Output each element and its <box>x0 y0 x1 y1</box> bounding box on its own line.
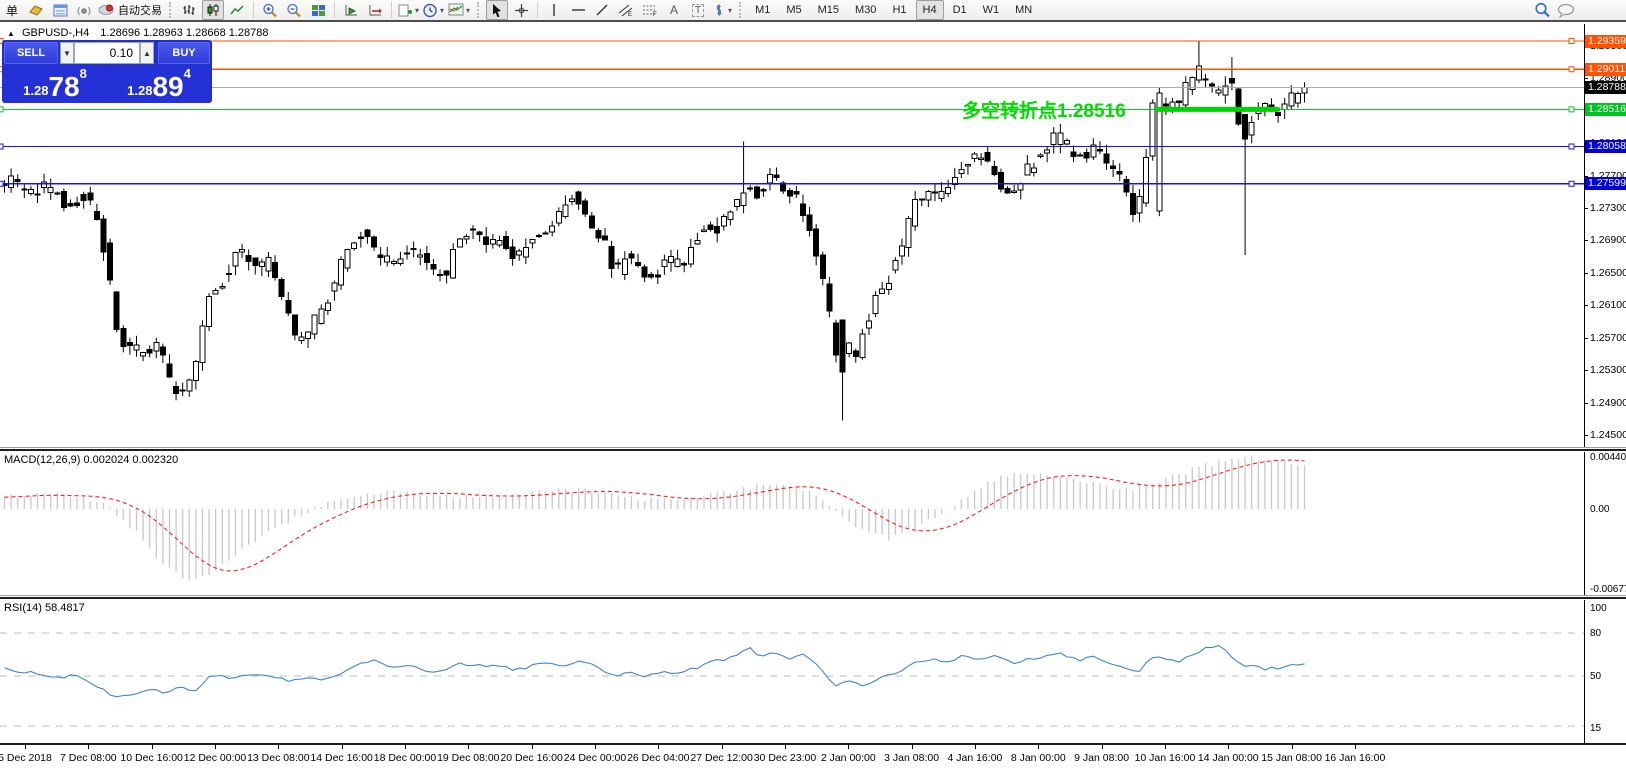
new-order-button[interactable]: 单 <box>5 3 18 18</box>
buy-button[interactable]: BUY <box>158 42 210 64</box>
pane-separator[interactable] <box>0 447 1626 452</box>
cursor-icon[interactable] <box>486 0 509 20</box>
chart-annotation[interactable]: 多空转折点1.28516 <box>962 101 1126 122</box>
text-icon[interactable]: A <box>670 3 679 17</box>
vertical-line-icon[interactable] <box>543 0 565 20</box>
rsi-pane <box>0 632 1584 727</box>
toolbar-grip[interactable] <box>477 2 481 18</box>
sell-price[interactable]: 1.28 78 8 <box>4 66 106 103</box>
timeframe-h1[interactable]: H1 <box>892 4 907 16</box>
chevron-down-icon: ▾ <box>440 5 445 15</box>
timeframe-toolbar: M1 M5 M15 M30 H1 H4 D1 W1 MN <box>747 0 1040 20</box>
chart-canvas[interactable] <box>0 24 1626 770</box>
horizontal-lines <box>0 38 1584 187</box>
volume-stepper: ▼ 0.10 ▲ <box>60 42 154 64</box>
periods-button[interactable]: ▾ <box>422 0 445 20</box>
timeframe-m5[interactable]: M5 <box>786 4 802 16</box>
buy-price[interactable]: 1.28 89 4 <box>108 66 210 103</box>
chevron-down-icon: ▾ <box>466 5 471 15</box>
pane-separator <box>0 743 1626 745</box>
ohlc-values: 1.28696 1.28963 1.28668 1.28788 <box>100 27 269 39</box>
one-click-trading-panel: SELL ▼ 0.10 ▲ BUY 1.28 78 8 1.28 89 4 <box>2 40 212 103</box>
autotrade-button[interactable]: 自动交易 <box>97 0 163 20</box>
toolbar: 单 自动交易 <box>0 0 1626 22</box>
svg-text:F: F <box>653 12 657 17</box>
toolbar-right <box>1530 0 1578 20</box>
candlesticks <box>1 41 1308 421</box>
collapse-panel-icon[interactable]: ▲ <box>7 29 15 38</box>
trendline-icon[interactable] <box>591 0 613 20</box>
rsi-indicator-label: RSI(14) 58.4817 <box>4 602 85 614</box>
search-icon[interactable] <box>1531 0 1553 20</box>
bar-chart-icon[interactable] <box>178 0 200 20</box>
chevron-down-icon: ▾ <box>728 5 733 15</box>
timeframe-m30[interactable]: M30 <box>855 4 877 16</box>
zoom-in-icon[interactable] <box>259 0 281 20</box>
pane-separator[interactable] <box>0 595 1626 600</box>
clock-icon <box>423 3 437 17</box>
symbol-period: GBPUSD-,H4 <box>21 27 90 39</box>
timeframe-mn[interactable]: MN <box>1015 4 1033 16</box>
timeframe-w1[interactable]: W1 <box>982 4 1000 16</box>
chevron-down-icon: ▾ <box>415 5 420 15</box>
toolbar-separator <box>391 2 392 18</box>
volume-decrease-button[interactable]: ▼ <box>60 42 74 64</box>
signal-icon[interactable] <box>73 0 95 20</box>
svg-text:E: E <box>628 12 632 17</box>
chat-icon[interactable] <box>1555 0 1577 20</box>
toolbar-grip[interactable] <box>739 2 743 18</box>
crosshair-icon[interactable] <box>510 0 532 20</box>
template-icon <box>448 3 464 16</box>
order-box-icon <box>29 5 43 16</box>
equidistant-channel-icon[interactable]: E <box>615 0 637 20</box>
new-chart-button[interactable]: ▾ <box>397 0 420 20</box>
toolbar-separator <box>537 2 539 18</box>
arrows-icon <box>716 4 723 16</box>
volume-input[interactable]: 0.10 <box>74 42 140 64</box>
autotrade-icon <box>98 4 114 15</box>
zoom-out-icon[interactable] <box>283 0 305 20</box>
tile-windows-icon[interactable] <box>307 0 329 20</box>
timeframe-m1[interactable]: M1 <box>755 4 771 16</box>
sell-button[interactable]: SELL <box>4 42 58 64</box>
chart-title: ▲ GBPUSD-,H4 1.28696 1.28963 1.28668 1.2… <box>7 27 269 39</box>
macd-pane <box>3 455 1306 581</box>
toolbar-separator <box>253 2 254 18</box>
candlestick-chart-icon[interactable] <box>202 0 224 20</box>
arrow-tools-button[interactable]: ▾ <box>711 0 733 20</box>
toolbar-grip[interactable] <box>169 2 173 18</box>
price-axis-border <box>1584 24 1585 745</box>
line-chart-icon[interactable] <box>226 0 248 20</box>
text-label-icon[interactable]: T <box>687 0 709 20</box>
templates-button[interactable]: ▾ <box>447 0 471 20</box>
horizontal-line-icon[interactable] <box>567 0 589 20</box>
autotrade-label: 自动交易 <box>118 5 162 17</box>
chart-region: ▲ GBPUSD-,H4 1.28696 1.28963 1.28668 1.2… <box>0 24 1626 770</box>
macd-indicator-label: MACD(12,26,9) 0.002024 0.002320 <box>4 454 179 466</box>
market-watch-icon[interactable] <box>49 0 71 20</box>
timeframe-m15[interactable]: M15 <box>817 4 840 16</box>
chart-shift-icon[interactable] <box>364 0 386 20</box>
timeframe-h4[interactable]: H4 <box>915 0 944 20</box>
timeframe-d1[interactable]: D1 <box>952 4 967 16</box>
toolbar-separator <box>334 2 335 18</box>
volume-increase-button[interactable]: ▲ <box>140 42 154 64</box>
auto-scroll-icon[interactable] <box>340 0 362 20</box>
fibonacci-icon[interactable]: F <box>639 0 661 20</box>
order-icon[interactable] <box>25 0 47 20</box>
new-chart-icon <box>398 4 412 16</box>
